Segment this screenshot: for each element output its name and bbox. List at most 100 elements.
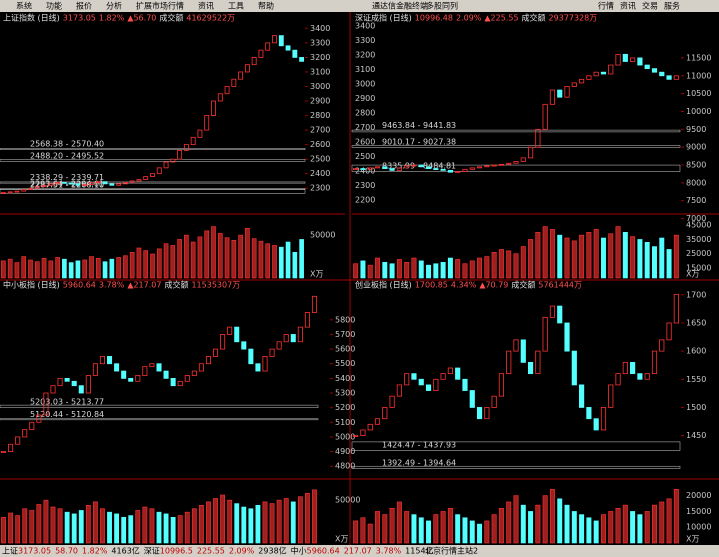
volume-bar (433, 514, 439, 544)
candle (224, 86, 230, 95)
candle (637, 57, 643, 66)
candle (433, 378, 439, 391)
volume-bar (375, 257, 380, 279)
status-value: 10996.5 (160, 547, 193, 556)
menu-item[interactable]: 工具 (228, 2, 244, 11)
top-button[interactable]: 交易 (642, 1, 658, 11)
candle (220, 334, 226, 350)
volume-bar (586, 231, 592, 279)
candle (535, 128, 541, 148)
volume-bar (477, 257, 483, 279)
range-band (0, 158, 306, 162)
volume-bar (82, 259, 88, 279)
candle (55, 181, 61, 185)
volume-bar (426, 520, 432, 544)
volume-bar (238, 234, 243, 279)
menu-item[interactable]: 扩展市场行情 (136, 1, 184, 11)
menu-item[interactable]: 系统 (16, 1, 32, 11)
volume-bar (251, 238, 257, 279)
menu-item[interactable]: 帮助 (258, 1, 274, 11)
candle (21, 189, 27, 192)
volume-bar (197, 236, 203, 279)
volume-bar (382, 261, 388, 279)
candle (447, 367, 453, 375)
y-tick-label: 7000 (686, 214, 706, 223)
volume-bar (150, 253, 155, 279)
candle (666, 322, 672, 341)
volume-tick-label: 20000 (686, 491, 711, 500)
candle (149, 363, 155, 368)
volume-bar (644, 241, 650, 279)
range-band (0, 404, 319, 409)
menu-item[interactable]: 功能 (46, 1, 62, 11)
volume-bar (528, 511, 534, 544)
range-label: 5203.03 - 5213.77 (30, 398, 104, 407)
candle (43, 392, 49, 416)
volume-bar (542, 226, 548, 279)
volume-bar (506, 250, 512, 279)
volume-bar (68, 262, 74, 279)
candle (586, 75, 592, 80)
candle (462, 378, 468, 391)
range-label: 2568.38 - 2570.40 (30, 140, 104, 149)
volume-bar (528, 239, 534, 279)
candle (283, 334, 289, 343)
panel-pct: 3.78% (99, 281, 125, 290)
menu-item[interactable]: 分析 (106, 1, 122, 11)
volume-unit: X万 (335, 535, 348, 544)
volume-bar (498, 507, 504, 544)
volume-bar (506, 501, 512, 544)
panel-change: ▲225.55 (484, 14, 518, 23)
y-tick-label: 1650 (686, 318, 706, 327)
volume-bar (149, 508, 155, 544)
candle (404, 373, 410, 386)
candle (109, 183, 115, 186)
candle (600, 407, 607, 431)
top-button[interactable]: 服务 (664, 1, 680, 11)
candle (269, 348, 275, 357)
candle (129, 180, 135, 183)
volume-bar (433, 263, 439, 279)
volume-bar (299, 239, 304, 279)
candle (183, 144, 189, 151)
range-label: 9463.84 - 9441.83 (382, 121, 456, 130)
volume-bar (204, 230, 210, 279)
volume-bar (1, 260, 6, 279)
menu-item[interactable]: 报价 (76, 1, 92, 11)
candle (425, 166, 432, 170)
panel-title: 上证指数 (日线) (3, 13, 60, 23)
top-button[interactable]: 资讯 (620, 1, 636, 11)
volume-bar (411, 257, 417, 279)
volume-bar (128, 515, 134, 544)
overlay-tick-label: 3000 (355, 80, 375, 89)
volume-bar (143, 250, 149, 279)
candle (116, 183, 122, 186)
candle (190, 136, 196, 146)
panel-pct: 1.82% (99, 14, 125, 23)
candle (48, 183, 54, 186)
top-button[interactable]: 行情 (598, 1, 614, 11)
candle (637, 373, 643, 380)
status-change: 225.55 (197, 547, 225, 556)
menu-item[interactable]: 资讯 (198, 1, 214, 11)
y-tick-label: 1550 (686, 375, 706, 384)
candle (498, 163, 505, 166)
range-band (351, 465, 681, 469)
status-value: 3173.05 (18, 547, 51, 556)
range-band (351, 129, 681, 133)
overlay-tick-label: 3300 (355, 36, 375, 45)
volume-bar (156, 248, 162, 279)
volume-bar (652, 246, 657, 279)
volume-bar (652, 504, 657, 544)
candle (411, 373, 417, 380)
panel-title: 中小板指 (日线) (3, 280, 60, 290)
volume-bar (292, 251, 298, 279)
candle (135, 375, 141, 382)
candle (673, 75, 679, 80)
volume-bar (571, 511, 577, 544)
volume-bar (600, 237, 606, 279)
panel-title: 深证成指 (日线) (355, 13, 412, 23)
volume-bar (447, 507, 453, 544)
candle (447, 169, 453, 173)
volume-bar (404, 511, 410, 544)
